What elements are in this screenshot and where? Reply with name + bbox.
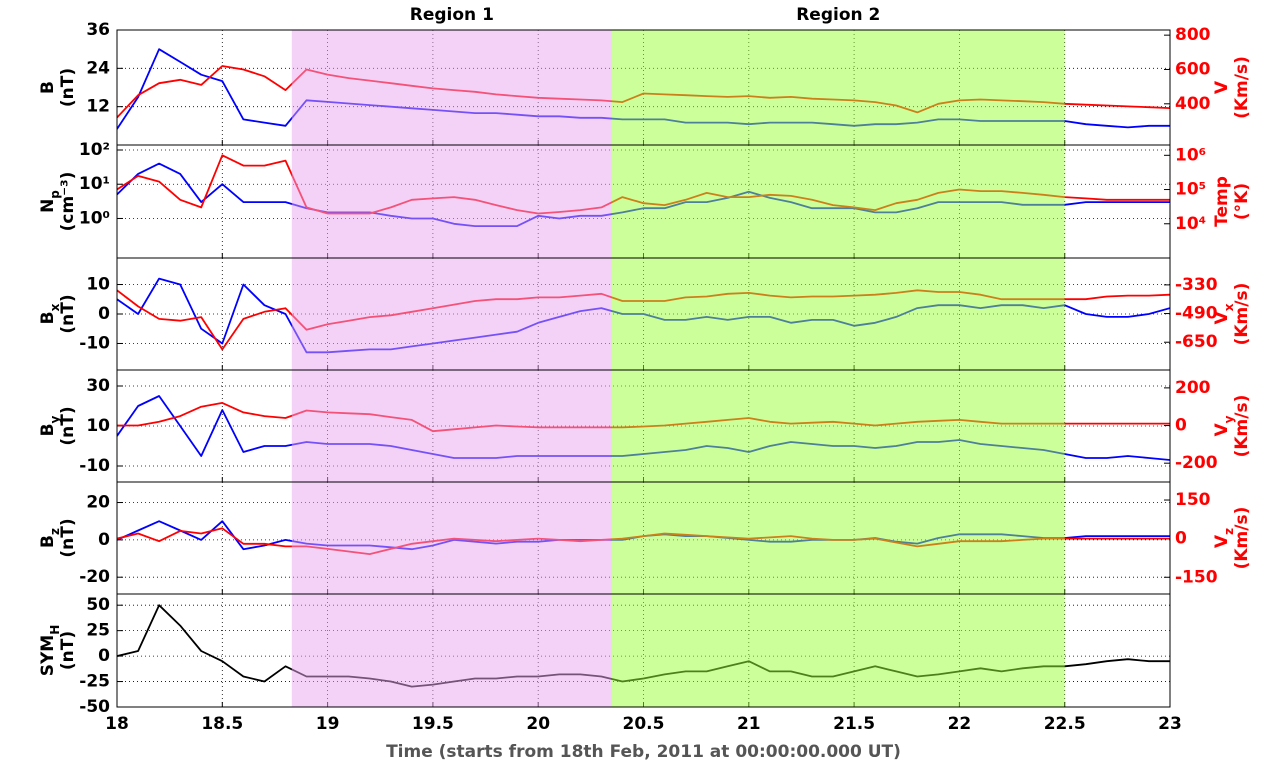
region	[611, 30, 1065, 707]
axis-label: Bx	[38, 303, 62, 324]
y2-tick-label: 200	[1175, 378, 1211, 398]
y-tick-label: -10	[79, 333, 110, 353]
x-axis-label: Time (starts from 18th Feb, 2011 at 00:0…	[386, 742, 901, 762]
y-tick-label: 10	[86, 275, 110, 295]
x-tick-label: 22.5	[1044, 714, 1086, 734]
y2-tick-label: 0	[1175, 416, 1187, 436]
x-tick-label: 18.5	[201, 714, 243, 734]
axis-label: SYMH	[38, 625, 62, 677]
axis-label-sub: y	[1222, 415, 1236, 423]
region-label: Region 2	[796, 5, 880, 25]
y-tick-label: 30	[86, 376, 110, 396]
axis-label: B	[38, 81, 58, 94]
x-tick-label: 20	[526, 714, 550, 734]
y2-tick-label: 150	[1175, 490, 1211, 510]
x-tick-label: 21	[737, 714, 761, 734]
axis-label: Vx	[1212, 303, 1236, 324]
axis-label-main: N	[38, 199, 58, 213]
axis-label-main: SYM	[38, 635, 58, 676]
y2-tick-label: 800	[1175, 25, 1211, 45]
y2-tick-label: 10⁶	[1175, 145, 1206, 165]
axis-label-main: V	[1212, 534, 1232, 548]
axis-label-main: V	[1212, 310, 1232, 324]
axis-label: Vz	[1212, 528, 1236, 548]
y-tick-label: 0	[98, 304, 110, 324]
axis-unit: (°K)	[1232, 183, 1252, 220]
region	[291, 30, 612, 707]
axis-label-main: V	[1212, 423, 1232, 437]
y-tick-label: 25	[86, 621, 110, 641]
y2-tick-label: -330	[1175, 275, 1218, 295]
y-tick-label: 0	[98, 530, 110, 550]
y2-tick-label: 10⁵	[1175, 180, 1206, 200]
axis-label-sub: z	[1222, 528, 1236, 535]
axis-label: Np	[38, 190, 62, 213]
y2-tick-label: -150	[1175, 567, 1218, 587]
axis-unit: (Km/s)	[1232, 283, 1252, 346]
axis-label-sub: x	[1222, 303, 1236, 311]
axis-label-main: B	[38, 311, 58, 324]
y-tick-label: -10	[79, 456, 110, 476]
y-tick-label: 10²	[79, 140, 110, 160]
y-tick-label: -20	[79, 567, 110, 587]
axis-label-main: V	[1212, 80, 1232, 94]
y-tick-label: 10¹	[79, 174, 110, 194]
axis-unit: (nT)	[58, 68, 78, 107]
axis-label-main: B	[38, 535, 58, 548]
axis-label-sub: p	[48, 190, 62, 199]
y2-tick-label: -650	[1175, 332, 1218, 352]
axis-unit: (nT)	[58, 294, 78, 333]
x-tick-label: 22	[948, 714, 972, 734]
axis-label-sub: x	[48, 303, 62, 311]
axis-unit: (Km/s)	[1232, 507, 1252, 570]
y2-tick-label: 10⁴	[1175, 214, 1206, 234]
axis-label: V	[1212, 80, 1232, 94]
axis-unit: (Km/s)	[1232, 56, 1252, 119]
y-tick-label: 10	[86, 416, 110, 436]
y2-tick-label: 600	[1175, 59, 1211, 79]
y-tick-label: 10⁰	[79, 208, 110, 228]
axis-label-main: B	[38, 423, 58, 436]
y2-tick-label: -490	[1175, 304, 1218, 324]
axis-label-main: B	[38, 81, 58, 94]
y-tick-label: 50	[86, 595, 110, 615]
axis-label-sub: z	[48, 528, 62, 535]
x-tick-label: 23	[1158, 714, 1182, 734]
y-tick-label: 12	[86, 97, 110, 117]
y-tick-label: 0	[98, 646, 110, 666]
axis-label: By	[38, 415, 62, 436]
x-tick-label: 19	[316, 714, 340, 734]
y-tick-label: 20	[86, 493, 110, 513]
y2-tick-label: 400	[1175, 94, 1211, 114]
panel-frame	[116, 593, 1171, 708]
x-tick-label: 21.5	[833, 714, 875, 734]
axis-unit: (nT)	[58, 518, 78, 557]
axis-label: Temp	[1212, 176, 1232, 227]
x-tick-label: 19.5	[412, 714, 454, 734]
x-tick-label: 18	[105, 714, 129, 734]
axis-unit: (cm⁻³)	[58, 172, 78, 232]
y-tick-label: -50	[79, 697, 110, 717]
axis-unit: (nT)	[58, 631, 78, 670]
axis-label: Vy	[1212, 415, 1236, 436]
region-label: Region 1	[410, 5, 494, 25]
y-tick-label: 36	[86, 20, 110, 40]
y2-tick-label: 0	[1175, 529, 1187, 549]
y-tick-label: -25	[79, 672, 110, 692]
y-tick-label: 24	[86, 58, 110, 78]
y2-tick-label: -200	[1175, 453, 1218, 473]
x-tick-label: 20.5	[623, 714, 665, 734]
axis-unit: (Km/s)	[1232, 395, 1252, 458]
axis-label-sub: y	[48, 415, 62, 423]
axis-label-sub: H	[48, 625, 62, 635]
axis-unit: (nT)	[58, 406, 78, 445]
axis-label: Bz	[38, 528, 62, 548]
axis-label-main: Temp	[1212, 176, 1232, 227]
